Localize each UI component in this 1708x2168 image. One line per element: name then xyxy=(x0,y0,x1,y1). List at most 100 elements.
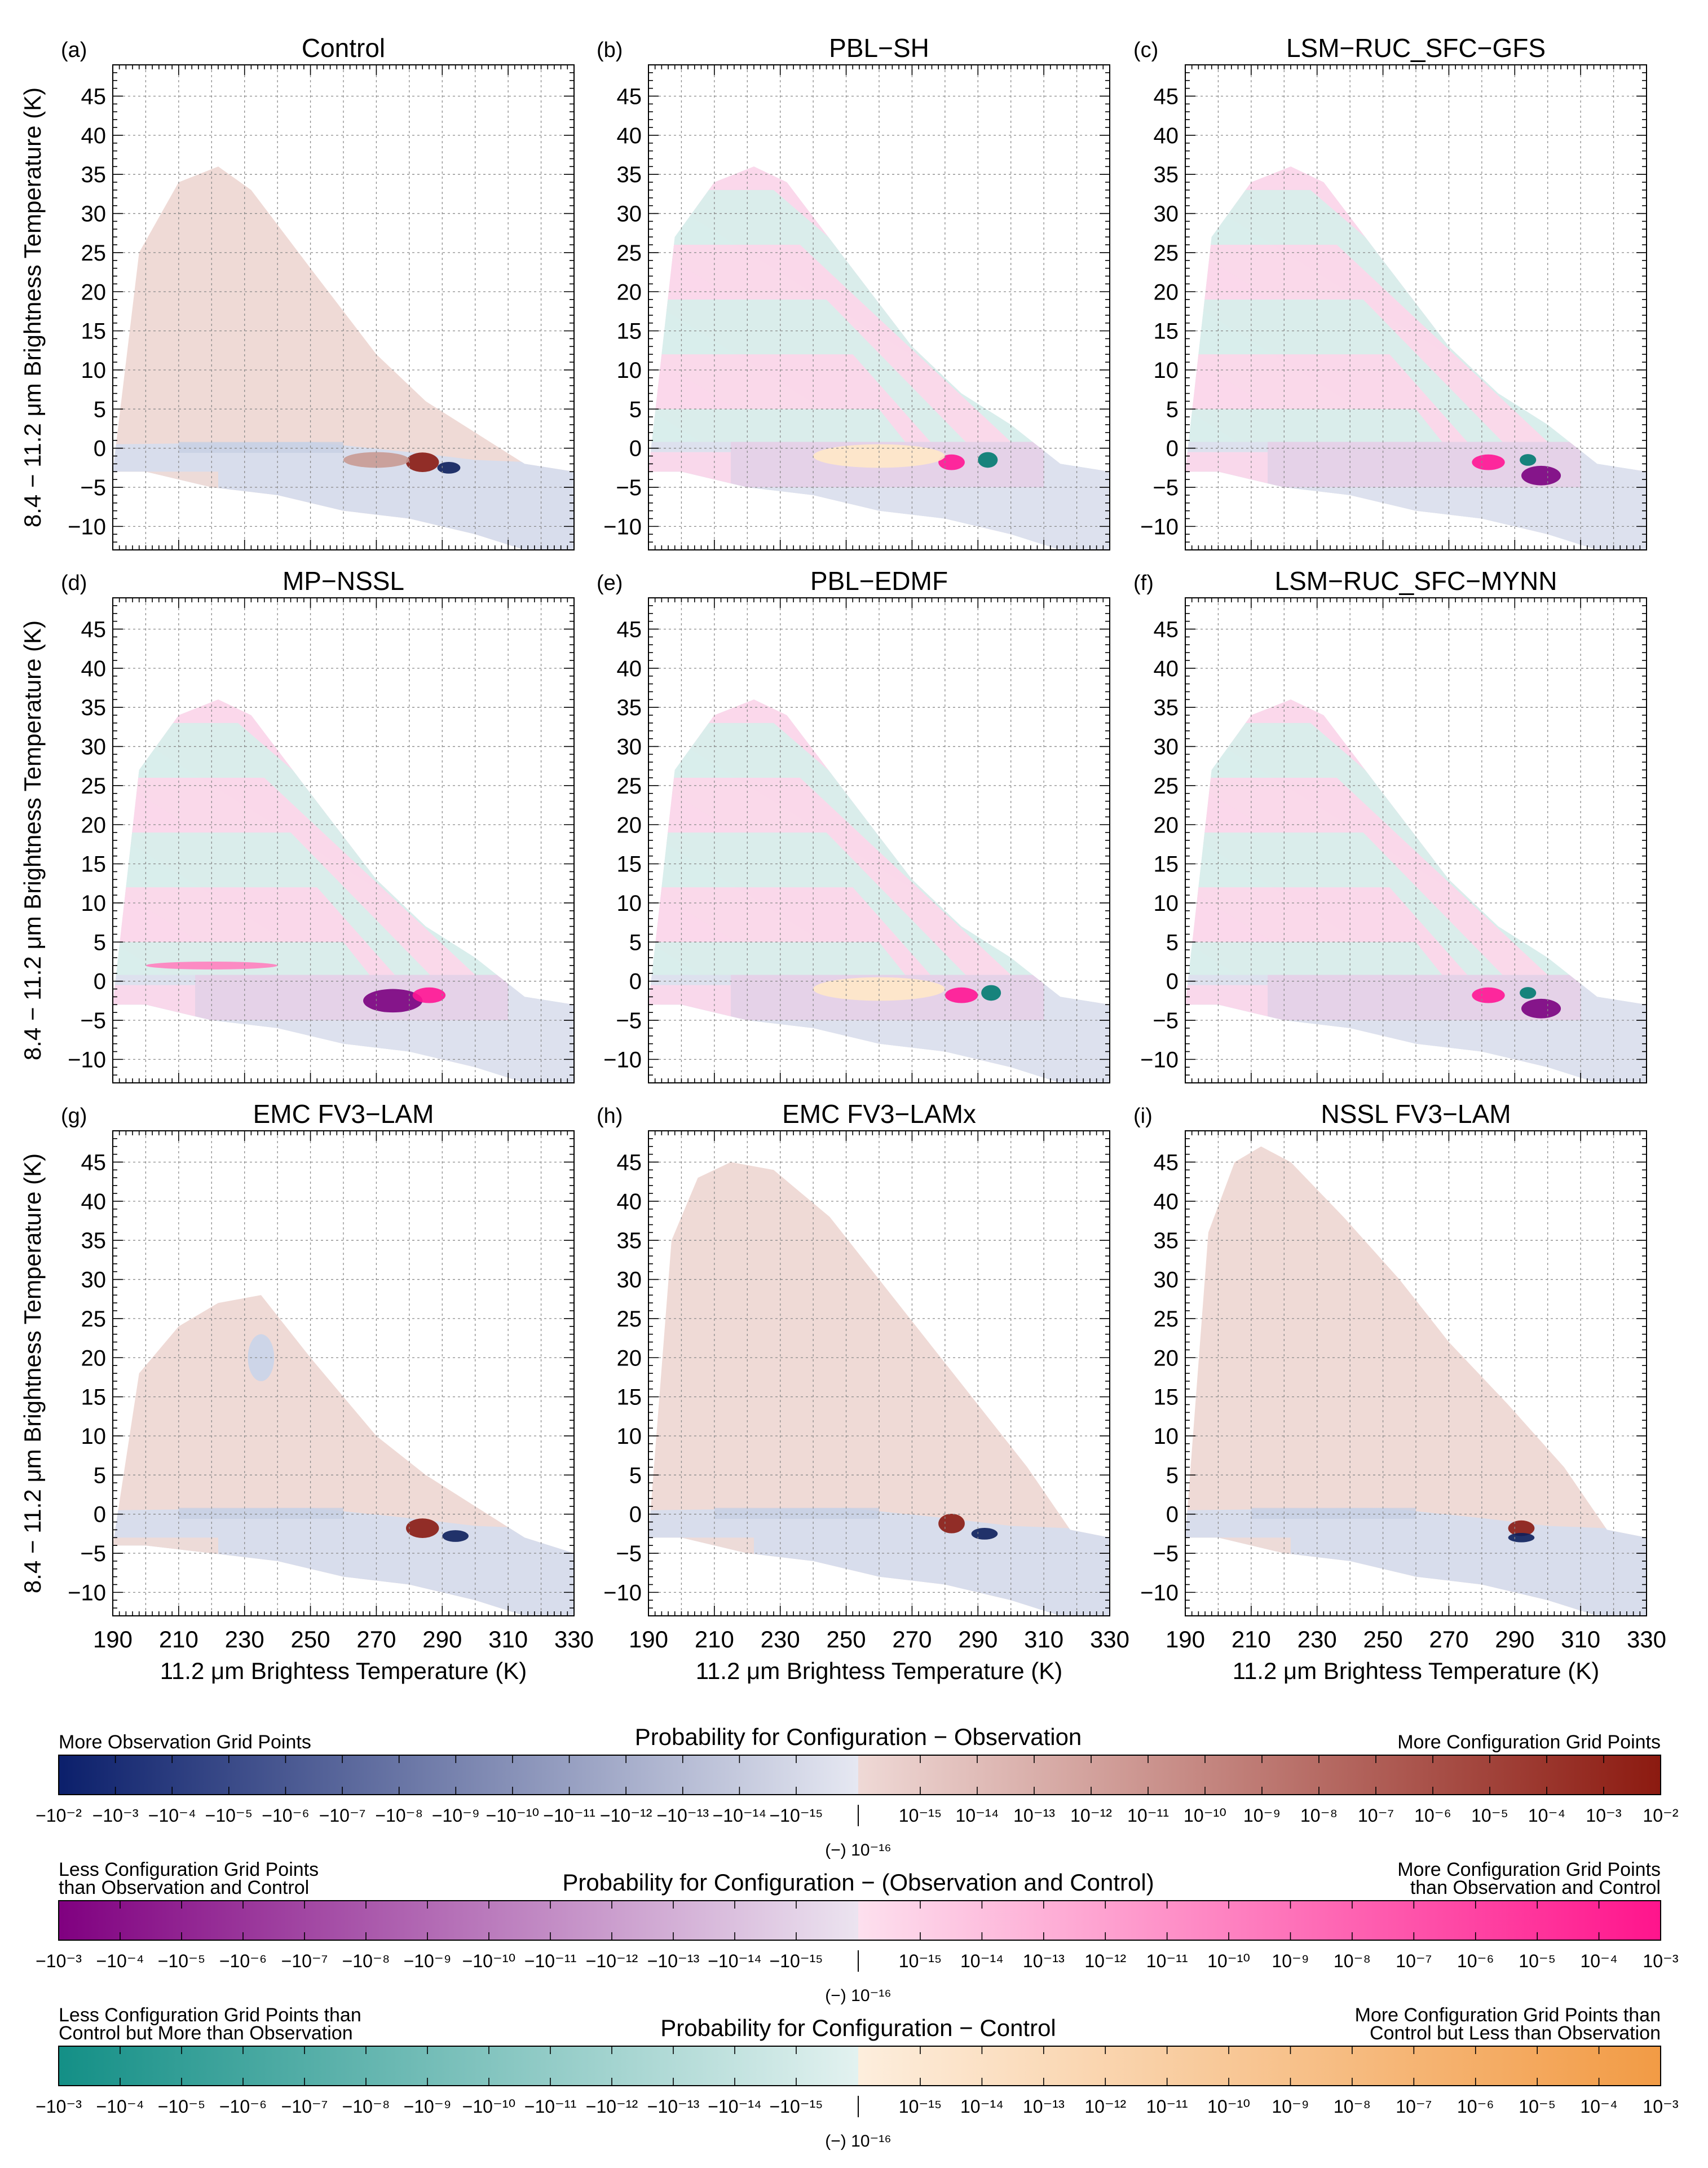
panel-i: 45 40 35 30 25 20 15 10 5 0 −5 −10 190 210 230 250 270 29… xyxy=(1133,1099,1666,1684)
colorbar-negative-ramp xyxy=(59,1755,858,1795)
y-tick-label: 30 xyxy=(617,735,642,760)
colorbar-tick-label: −10⁻⁹ xyxy=(404,1951,452,1971)
colorbar-title: Probability for Configuration − (Observa… xyxy=(562,1869,1154,1896)
panel-title: MP−NSSL xyxy=(283,566,404,596)
y-tick-label: 10 xyxy=(617,1424,642,1449)
colorbar-frame xyxy=(58,2046,1661,2086)
x-tick-label: 230 xyxy=(1297,1626,1337,1653)
panel-ticks xyxy=(112,65,575,550)
x-tick-label: 190 xyxy=(1166,1626,1205,1653)
panel-c: 45 40 35 30 25 20 15 10 5 0 −5 −10 (c) LSM−RUC_SFC−GF… xyxy=(1133,33,1647,550)
colorbar-tick-label: 10⁻⁵ xyxy=(1471,1805,1508,1826)
y-tick-label: 5 xyxy=(1166,930,1179,955)
y-tick-label: 20 xyxy=(617,813,642,838)
colorbar-negative-ramp xyxy=(59,2046,858,2086)
heatmap-zero-band xyxy=(178,1508,343,1519)
y-tick-label: −5 xyxy=(80,1008,106,1033)
y-tick-label: 35 xyxy=(617,1228,642,1253)
panel-ticks xyxy=(112,1131,575,1616)
colorbar-tick-label: −10⁻⁶ xyxy=(219,2096,267,2117)
heatmap-lower-left-patch xyxy=(113,472,218,511)
colorbar-tick-label: −10⁻⁵ xyxy=(205,1805,253,1826)
y-tick-label: 5 xyxy=(94,930,106,955)
y-tick-label: 20 xyxy=(617,280,642,305)
colorbar-tick-label: 10⁻⁹ xyxy=(1272,2096,1309,2117)
y-tick-label: 0 xyxy=(629,437,642,461)
colorbar-tick-label: −10⁻⁸ xyxy=(342,1951,390,1971)
y-tick-label: 40 xyxy=(617,124,642,148)
colorbar-tick-label: 10⁻² xyxy=(1643,1805,1678,1826)
heatmap-left-pink-patch xyxy=(1185,452,1268,495)
colorbar-center-label: (−) 10⁻¹⁶ xyxy=(825,1986,891,2005)
colorbar-tick-label: −10⁻¹³ xyxy=(657,1805,709,1826)
colorbar-tick-label: −10⁻¹² xyxy=(586,1951,638,1971)
y-tick-label: 25 xyxy=(81,241,107,266)
heatmap-zero-band xyxy=(1251,1508,1416,1519)
panel-letter: (d) xyxy=(61,571,87,595)
colorbar-ticks xyxy=(58,1755,1661,1795)
colorbar-tick-label: 10⁻¹⁰ xyxy=(1207,2096,1250,2117)
colorbar-positive-ramp xyxy=(858,1755,1661,1795)
heatmap-feature xyxy=(1472,454,1505,470)
y-axis-label: 8.4 − 11.2 μm Brightness Temperature (K) xyxy=(19,87,46,527)
heatmap-lower-left-patch xyxy=(648,1537,754,1577)
y-tick-label: 10 xyxy=(81,358,107,383)
panel-letter: (c) xyxy=(1133,38,1158,62)
y-tick-label: 45 xyxy=(1154,1150,1179,1175)
panel-grid xyxy=(648,65,1110,550)
x-tick-label: 310 xyxy=(488,1626,528,1653)
heatmap-region-positive xyxy=(648,1162,1110,1616)
colorbar-tick-label: −10⁻¹² xyxy=(600,1805,652,1826)
heatmap-feature xyxy=(1472,987,1505,1003)
colorbar-tick-label: 10⁻¹⁰ xyxy=(1207,1951,1250,1971)
colorbar-tick-label: 10⁻¹³ xyxy=(1023,2096,1065,2117)
y-tick-label: 10 xyxy=(1154,358,1179,383)
y-tick-label: 20 xyxy=(81,813,107,838)
heatmap-feature xyxy=(978,452,998,468)
panel-letter: (f) xyxy=(1133,571,1154,595)
colorbar-tick-label: 10⁻¹⁴ xyxy=(956,1805,999,1826)
colorbar-positive-ramp xyxy=(858,2046,1661,2086)
y-tick-label: 40 xyxy=(1154,1189,1179,1214)
x-tick-label: 290 xyxy=(958,1626,998,1653)
colorbar-title: Probability for Configuration − Control xyxy=(660,2015,1056,2041)
colorbar-tick-label: 10⁻⁸ xyxy=(1334,2096,1371,2117)
colorbar-tick-label: 10⁻⁷ xyxy=(1358,1805,1394,1826)
y-tick-label: 0 xyxy=(1166,1502,1179,1527)
colorbar-tick-label: −10⁻¹⁴ xyxy=(713,1805,767,1826)
x-axis-label: 11.2 μm Brightess Temperature (K) xyxy=(696,1658,1063,1684)
y-tick-label: 0 xyxy=(1166,437,1179,461)
colorbar-right-label: More Configuration Grid Points than xyxy=(1355,2004,1661,2026)
y-tick-label: 40 xyxy=(1154,656,1179,681)
panel-letter: (b) xyxy=(597,38,623,62)
colorbar-tick-label: −10⁻¹¹ xyxy=(543,1805,595,1826)
x-tick-label: 250 xyxy=(827,1626,866,1653)
panel-e: 45 40 35 30 25 20 15 10 5 0 −5 −10 (e) PBL−EDMF xyxy=(597,566,1110,1083)
y-tick-label: 45 xyxy=(1154,617,1179,642)
heatmap-lower-left-patch xyxy=(1185,1537,1291,1577)
y-tick-label: 10 xyxy=(1154,1424,1179,1449)
y-tick-label: 30 xyxy=(81,202,107,227)
colorbar-tick-label: −10⁻⁴ xyxy=(96,1951,144,1971)
y-tick-label: 15 xyxy=(1154,319,1179,344)
colorbar-tick-label: 10⁻¹¹ xyxy=(1146,2096,1188,2117)
y-tick-label: −10 xyxy=(1140,514,1179,539)
y-tick-label: −10 xyxy=(603,1047,642,1072)
heatmap-feature xyxy=(343,452,409,468)
heatmap-feature xyxy=(1521,465,1561,486)
colorbar-tick-label: −10⁻¹⁰ xyxy=(462,1951,516,1971)
colorbar-tick-label: 10⁻⁸ xyxy=(1300,1805,1338,1826)
y-tick-label: 10 xyxy=(617,358,642,383)
panel-h: 45 40 35 30 25 20 15 10 5 0 −5 −10 190 210 230 250 270 29… xyxy=(597,1099,1129,1684)
y-tick-label: 30 xyxy=(81,735,107,760)
panel-letter: (e) xyxy=(597,571,623,595)
y-tick-label: 30 xyxy=(1154,1268,1179,1293)
colorbar-tick-label: −10⁻⁷ xyxy=(319,1805,366,1826)
colorbar-tick-label: 10⁻¹² xyxy=(1070,1805,1112,1826)
y-tick-label: 20 xyxy=(81,1346,107,1371)
colorbar-tick-label: 10⁻⁵ xyxy=(1519,2096,1556,2117)
y-tick-label: 35 xyxy=(1154,1228,1179,1253)
panel-title: EMC FV3−LAMx xyxy=(782,1099,976,1129)
colorbar-left-label: Control but More than Observation xyxy=(59,2022,353,2044)
panel-grid xyxy=(648,1131,1110,1616)
